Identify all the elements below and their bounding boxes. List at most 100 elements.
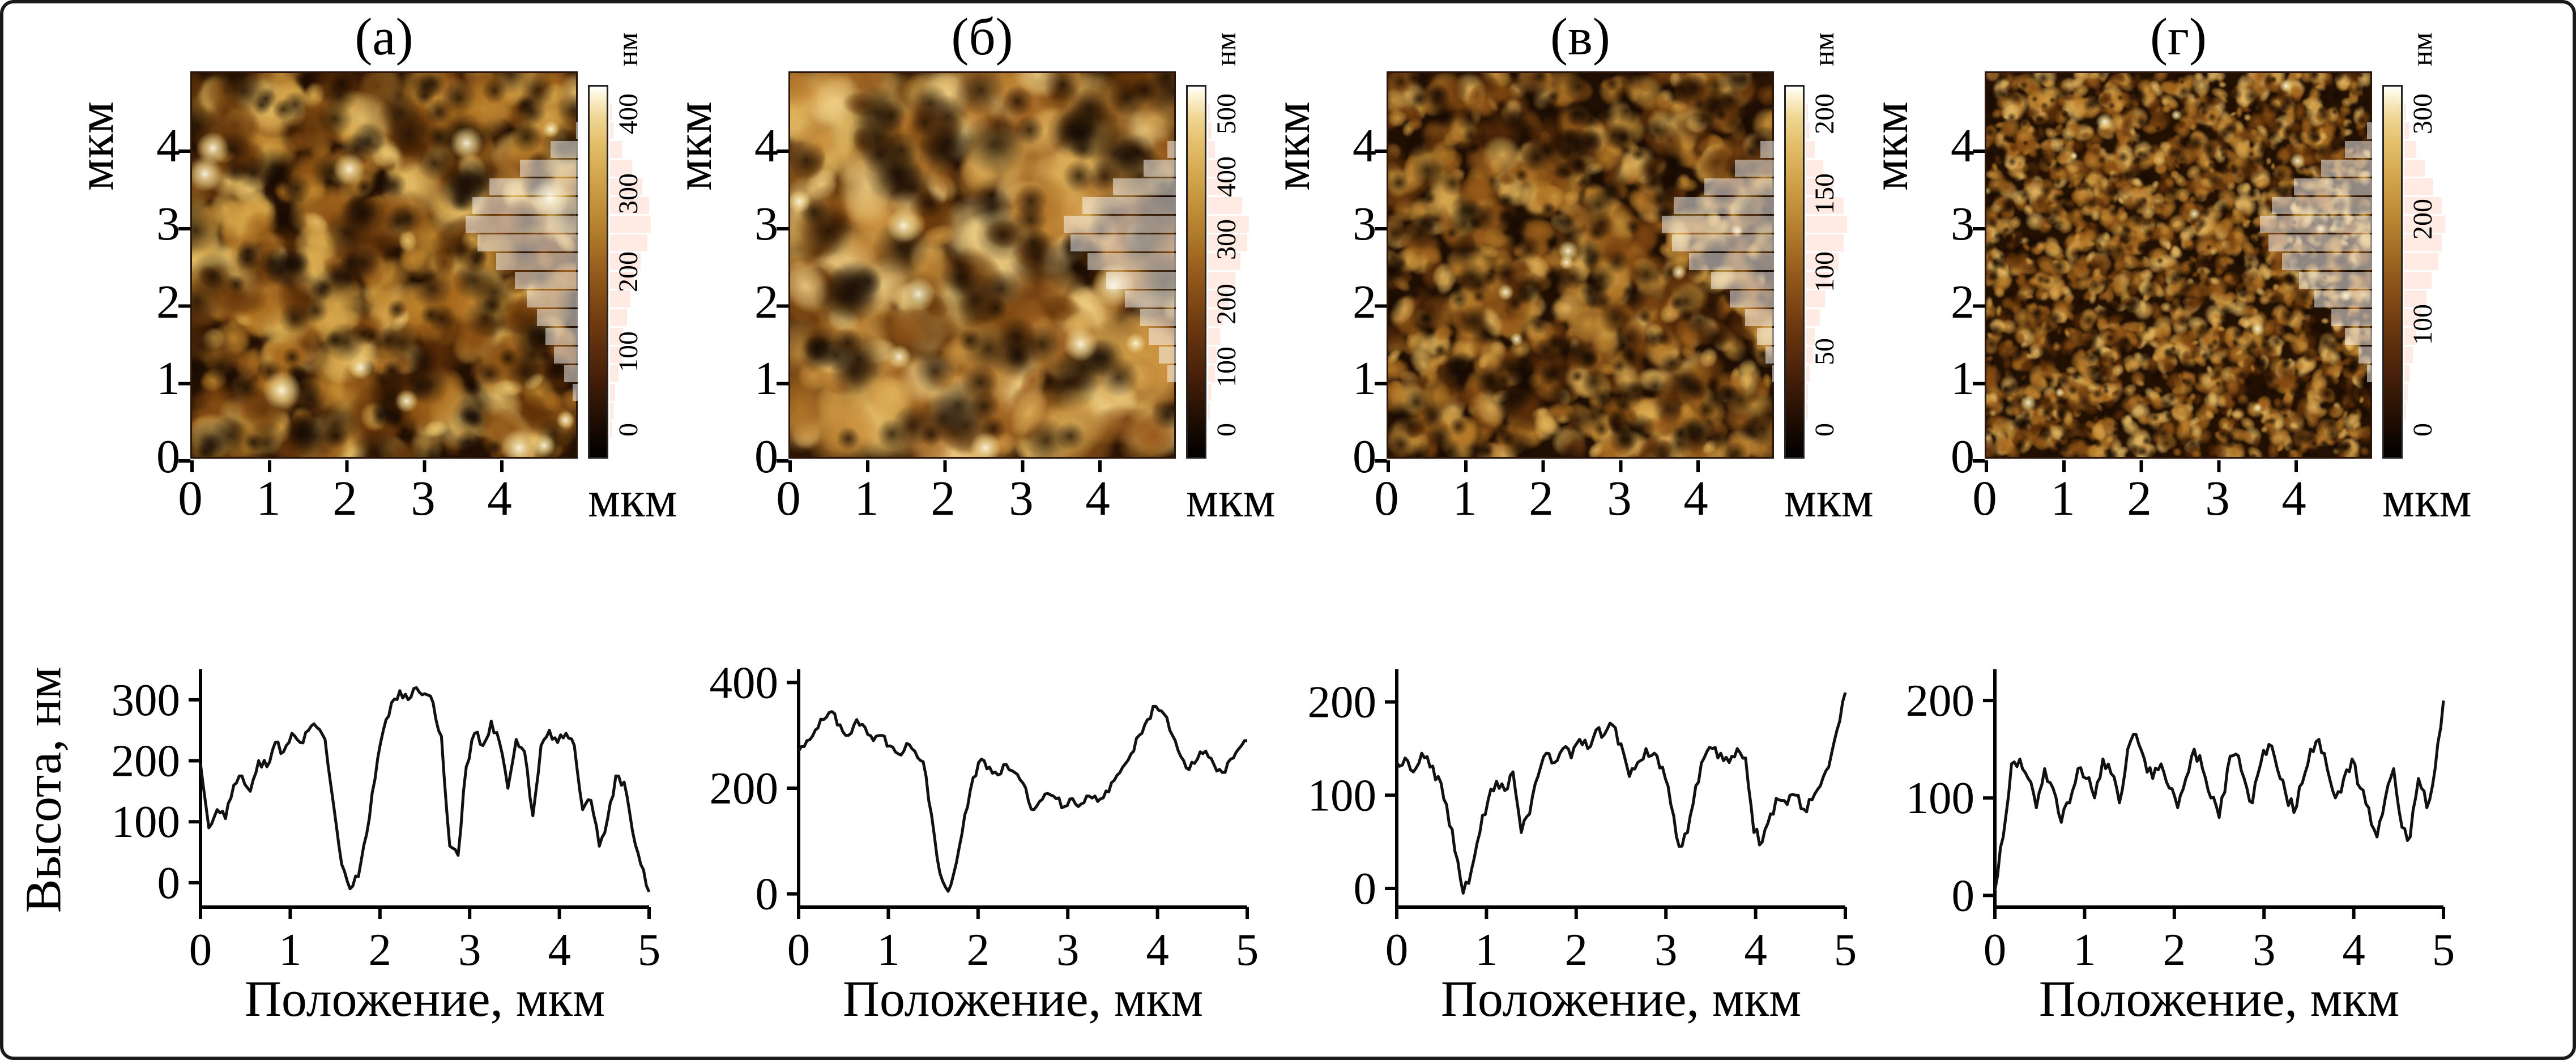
colorbar-tick: 100 (2409, 304, 2438, 345)
histogram-bar (610, 328, 624, 345)
histogram-bar (2404, 272, 2432, 289)
histogram-bar (1779, 104, 1784, 121)
afm-y-tickmarks (777, 149, 788, 464)
profile-y-tick: 0 (1952, 870, 1975, 921)
histogram-bar (2404, 104, 2406, 121)
colorbar-tick: 0 (2409, 423, 2438, 437)
colorbar-tick: 50 (1811, 337, 1840, 365)
histogram-bar (2367, 365, 2382, 382)
afm-y-tick: 0 (1951, 431, 1974, 484)
histogram-bar (1765, 347, 1784, 364)
histogram-bar (610, 160, 632, 177)
profile-x-tick: 3 (2253, 924, 2276, 975)
afm-x-tick: 0 (1374, 472, 1399, 527)
histogram-bar (1208, 328, 1220, 345)
histogram-bar (2367, 122, 2382, 139)
afm-x-tick: 0 (1972, 472, 1997, 527)
histogram-bar (1806, 216, 1847, 233)
profile-x-tick: 4 (1146, 924, 1169, 975)
histogram-bar (1806, 234, 1844, 251)
afm-plot: мкм 0 1 2 3 4 0 1 2 3 4 мкм нм 500 400 3… (666, 32, 1276, 528)
afm-x-tick: 0 (178, 472, 203, 527)
panel-title: (а) (355, 7, 413, 66)
histogram-bar (1176, 384, 1186, 401)
afm-y-tick: 4 (1353, 121, 1376, 173)
histogram-bar (1167, 365, 1186, 382)
profile-x-tick: 5 (1834, 924, 1857, 975)
histogram-bar (1806, 309, 1820, 326)
afm-y-tick: 3 (1951, 199, 1974, 251)
histogram-bar (1082, 197, 1186, 214)
histogram-bar (579, 403, 588, 420)
histogram-bar (2404, 347, 2413, 364)
histogram-bar (2377, 403, 2382, 420)
colorbar-tick: 300 (1213, 220, 1242, 261)
afm-y-tick: 3 (156, 199, 180, 251)
histogram-bar (1208, 290, 1229, 307)
profile-x-axis-label: Положение, мкм (843, 971, 1203, 1026)
histogram-bar (1179, 403, 1186, 420)
afm-y-axis-unit: мкм (1264, 101, 1321, 191)
histogram-bar (585, 421, 588, 438)
afm-y-tick: 1 (1951, 353, 1974, 406)
profile-x-tick: 5 (2432, 924, 2455, 975)
histogram-bar (2404, 309, 2421, 326)
histogram-bar (1806, 290, 1825, 307)
histogram-bar (466, 216, 588, 233)
histogram-bar (2404, 365, 2409, 382)
afm-x-tickmarks (190, 460, 506, 472)
histogram-bar (551, 141, 588, 158)
colorbar-tick: 200 (2409, 199, 2438, 240)
histogram-bar (1806, 141, 1815, 158)
profile-x-tick: 0 (1385, 924, 1409, 975)
histogram-bar (1806, 328, 1815, 345)
afm-x-axis-unit: мкм (1784, 472, 1874, 528)
histogram-bar (1113, 178, 1186, 195)
histogram-bar (610, 421, 612, 438)
histogram-bar (2345, 141, 2382, 158)
colorbar (588, 85, 608, 459)
colorbar (1186, 85, 1206, 459)
histogram-bar (554, 347, 588, 364)
afm-y-axis-unit: мкм (666, 101, 723, 191)
histogram-bar (520, 160, 588, 177)
histogram-bar (1674, 197, 1784, 214)
afm-x-tick: 3 (411, 472, 436, 527)
histogram-bar (1806, 403, 1808, 420)
histogram-bar (2404, 253, 2438, 270)
histogram-bar (1806, 347, 1813, 364)
histogram-bar (1806, 384, 1808, 401)
histogram-bar (581, 104, 588, 121)
afm-x-tickmarks (1985, 460, 2301, 472)
histogram-bar (2381, 440, 2382, 457)
histogram-bar (1757, 328, 1784, 345)
histogram-bar (1208, 141, 1215, 158)
afm-x-tick: 4 (2281, 472, 2306, 527)
histogram-bar (1782, 421, 1784, 438)
histogram-bar (489, 178, 588, 195)
histogram-bar (1183, 104, 1186, 121)
profile-svg: 0 1 2 3 4 5 0 100 200 Положение, мкм (1906, 669, 2455, 1027)
histogram-bar (1208, 253, 1240, 270)
profile-x-tick: 3 (1056, 924, 1080, 975)
afm-x-axis-unit: мкм (2382, 472, 2472, 528)
profile-y-tick: 400 (710, 657, 779, 708)
afm-y-tick: 4 (754, 121, 778, 173)
afm-y-axis-unit: мкм (1862, 101, 1919, 191)
histogram-bar (2359, 347, 2382, 364)
profile-y-tick: 300 (112, 674, 181, 725)
afm-x-axis-unit: мкм (588, 472, 677, 528)
profile-y-tick: 200 (710, 763, 779, 814)
histogram-bar (610, 178, 642, 195)
profile-line (199, 686, 651, 893)
panel-g: (г) мкм 0 1 2 3 4 0 1 2 3 4 мкм нм 300 2… (1859, 3, 2472, 1057)
colorbar-tick: 400 (615, 93, 644, 134)
colorbar-tick: 300 (615, 172, 644, 213)
histogram-bar (576, 122, 588, 139)
afm-x-axis-unit: мкм (1186, 472, 1276, 528)
histogram-bar (2404, 234, 2442, 251)
histogram-bar (1208, 365, 1215, 382)
histogram-bar (2377, 104, 2382, 121)
histogram-bar (1730, 290, 1784, 307)
profile-x-tick: 5 (1236, 924, 1259, 975)
